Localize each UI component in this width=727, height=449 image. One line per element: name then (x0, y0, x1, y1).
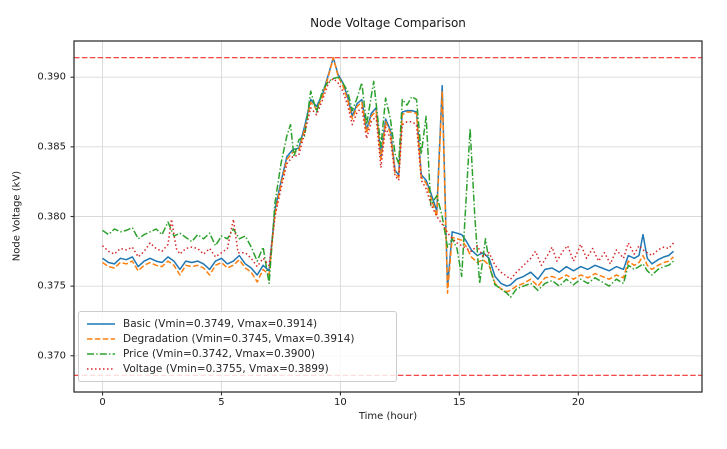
y-tick-label: 0.385 (37, 141, 66, 153)
chart-title: Node Voltage Comparison (310, 16, 466, 30)
y-axis-label: Node Voltage (kV) (11, 170, 23, 262)
legend-label-price: Price (Vmin=0.3742, Vmax=0.3900) (123, 348, 315, 361)
y-tick-label: 0.370 (37, 350, 66, 362)
legend-label-voltage: Voltage (Vmin=0.3755, Vmax=0.3899) (123, 363, 329, 376)
legend-item-basic: Basic (Vmin=0.3749, Vmax=0.3914) (86, 316, 388, 331)
y-tick-label: 0.390 (37, 71, 66, 83)
legend-line-sample-voltage (87, 368, 115, 371)
x-tick-label: 10 (334, 397, 347, 408)
x-tick-label: 5 (218, 397, 225, 408)
legend-label-basic: Basic (Vmin=0.3749, Vmax=0.3914) (123, 317, 318, 330)
legend-item-degradation: Degradation (Vmin=0.3745, Vmax=0.3914) (86, 331, 388, 346)
legend-item-voltage: Voltage (Vmin=0.3755, Vmax=0.3899) (86, 362, 388, 377)
y-tick-label: 0.375 (37, 280, 66, 292)
y-tick-label: 0.380 (37, 211, 66, 222)
legend-line-sample-basic (87, 322, 115, 325)
legend-label-degradation: Degradation (Vmin=0.3745, Vmax=0.3914) (123, 332, 355, 345)
x-tick-label: 20 (571, 397, 585, 408)
x-axis-label: Time (hour) (358, 411, 418, 422)
series-line-degradation (102, 56, 674, 294)
series-line-basic (102, 56, 674, 289)
legend-line-sample-price (87, 353, 115, 355)
chart-legend: Basic (Vmin=0.3749, Vmax=0.3914) Degradat… (78, 311, 397, 382)
x-tick-label: 15 (452, 397, 466, 408)
legend-line-sample-degradation (87, 338, 115, 340)
series-line-voltage (101, 77, 675, 280)
legend-item-price: Price (Vmin=0.3742, Vmax=0.3900) (86, 347, 388, 362)
series-line-price (102, 76, 674, 299)
x-tick-label: 0 (99, 397, 106, 408)
